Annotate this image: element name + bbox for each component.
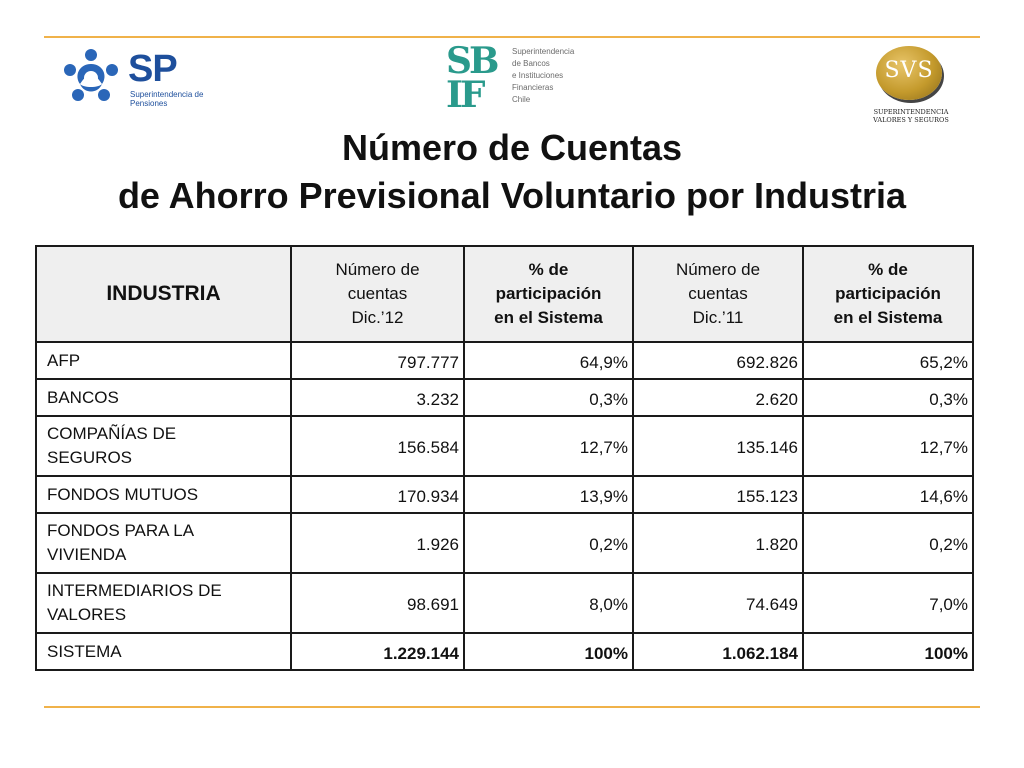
- table-header-row: INDUSTRIA Número de cuentas Dic.’12 % de…: [35, 245, 974, 343]
- table-row: AFP 797.777 64,9% 692.826 65,2%: [35, 341, 974, 380]
- sp-logo: SP Superintendencia de Pensiones: [58, 44, 218, 112]
- row-label: FONDOS PARA LA VIVIENDA: [35, 512, 292, 574]
- table-row: INTERMEDIARIOS DE VALORES 98.691 8,0% 74…: [35, 572, 974, 634]
- row-label: COMPAÑÍAS DE SEGUROS: [35, 415, 292, 477]
- cell-participacion-2012: 13,9%: [463, 475, 634, 514]
- sbif-text-line: Financieras: [512, 83, 554, 92]
- sbif-text-line: Superintendencia: [512, 47, 575, 56]
- accounts-table: INDUSTRIA Número de cuentas Dic.’12 % de…: [35, 245, 974, 671]
- sbif-text-line: e Instituciones: [512, 71, 564, 80]
- cell-cuentas-2012: 98.691: [290, 572, 465, 634]
- header-line: Número de: [675, 260, 761, 279]
- row-label-line: FONDOS MUTUOS: [47, 484, 199, 504]
- cell-participacion-2011: 100%: [802, 632, 974, 671]
- cell-participacion-2012: 64,9%: [463, 341, 634, 380]
- cell-cuentas-2012: 1.926: [290, 512, 465, 574]
- header-line: % de: [868, 260, 908, 279]
- cell-participacion-2012: 0,2%: [463, 512, 634, 574]
- svs-oval-icon: [876, 46, 942, 100]
- cell-participacion-2012: 100%: [463, 632, 634, 671]
- page-title: Número de Cuentas de Ahorro Previsional …: [0, 124, 1024, 220]
- cell-cuentas-2012: 797.777: [290, 341, 465, 380]
- sbif-mark-line2: IF: [446, 74, 485, 116]
- svs-logo-mark: SVS: [884, 58, 934, 83]
- row-label: BANCOS: [35, 378, 292, 417]
- cell-participacion-2011: 0,2%: [802, 512, 974, 574]
- sbif-text-line: de Bancos: [512, 59, 550, 68]
- svs-subtitle-line1: SUPERINTENDENCIA: [873, 108, 949, 116]
- row-label-line: BANCOS: [47, 387, 119, 407]
- sp-emblem-icon: [64, 49, 118, 101]
- cell-participacion-2012: 0,3%: [463, 378, 634, 417]
- cell-cuentas-2011: 135.146: [632, 415, 804, 477]
- cell-cuentas-2011: 155.123: [632, 475, 804, 514]
- header-cuentas-2011: Número de cuentas Dic.’11: [632, 245, 804, 343]
- cell-cuentas-2011: 74.649: [632, 572, 804, 634]
- header-line: Dic.’11: [692, 308, 744, 327]
- top-divider: [44, 36, 980, 38]
- header-participacion-2011: % de participación en el Sistema: [802, 245, 974, 343]
- cell-cuentas-2011: 2.620: [632, 378, 804, 417]
- cell-participacion-2011: 7,0%: [802, 572, 974, 634]
- svs-logo-subtitle: SUPERINTENDENCIA VALORES Y SEGUROS: [870, 108, 952, 124]
- row-label-line: SISTEMA: [47, 641, 122, 661]
- cell-cuentas-2012: 170.934: [290, 475, 465, 514]
- cell-cuentas-2011: 692.826: [632, 341, 804, 380]
- page-title-line1: Número de Cuentas: [341, 127, 683, 168]
- header-participacion-2012: % de participación en el Sistema: [463, 245, 634, 343]
- svs-logo: SVS SUPERINTENDENCIA VALORES Y SEGUROS: [870, 44, 952, 132]
- header-line: % de: [528, 260, 569, 279]
- row-label-line: INTERMEDIARIOS DE: [47, 581, 222, 600]
- header-line: en el Sistema: [833, 308, 943, 327]
- row-label-line: SEGUROS: [47, 448, 133, 467]
- header-line: participación: [835, 284, 941, 303]
- row-label-line: COMPAÑÍAS DE: [47, 424, 177, 443]
- sp-logo-subtitle: Superintendencia de Pensiones: [130, 90, 204, 108]
- row-label: AFP: [35, 341, 292, 380]
- table-total-row: SISTEMA 1.229.144 100% 1.062.184 100%: [35, 632, 974, 671]
- table-row: FONDOS MUTUOS 170.934 13,9% 155.123 14,6…: [35, 475, 974, 514]
- svs-subtitle-line2: VALORES Y SEGUROS: [873, 116, 949, 124]
- cell-cuentas-2012: 3.232: [290, 378, 465, 417]
- cell-cuentas-2012: 156.584: [290, 415, 465, 477]
- page-title-line2: de Ahorro Previsional Voluntario por Ind…: [117, 175, 907, 216]
- row-label: INTERMEDIARIOS DE VALORES: [35, 572, 292, 634]
- cell-participacion-2011: 14,6%: [802, 475, 974, 514]
- header-cuentas-2012: Número de cuentas Dic.’12: [290, 245, 465, 343]
- sbif-logo-mark: SB IF: [446, 40, 508, 118]
- cell-participacion-2011: 12,7%: [802, 415, 974, 477]
- row-label: SISTEMA: [35, 632, 292, 671]
- bottom-divider: [44, 706, 980, 708]
- header-line: Número de: [335, 260, 420, 279]
- header-line: Dic.’12: [351, 308, 404, 327]
- row-label: FONDOS MUTUOS: [35, 475, 292, 514]
- header-line: cuentas: [347, 284, 408, 303]
- sbif-text-line: Chile: [512, 95, 531, 104]
- cell-participacion-2011: 65,2%: [802, 341, 974, 380]
- row-label-line: VALORES: [47, 605, 127, 624]
- table-row: FONDOS PARA LA VIVIENDA 1.926 0,2% 1.820…: [35, 512, 974, 574]
- row-label-line: AFP: [47, 350, 81, 370]
- table-row: BANCOS 3.232 0,3% 2.620 0,3%: [35, 378, 974, 417]
- row-label-line: VIVIENDA: [47, 545, 127, 564]
- cell-participacion-2011: 0,3%: [802, 378, 974, 417]
- header-line: cuentas: [688, 284, 748, 303]
- sbif-logo-text: Superintendencia de Bancos e Institucion…: [512, 46, 586, 106]
- row-label-line: FONDOS PARA LA: [47, 521, 195, 540]
- sbif-mark-line1: SB: [446, 40, 499, 82]
- cell-cuentas-2012: 1.229.144: [290, 632, 465, 671]
- header-industria: INDUSTRIA: [35, 245, 292, 343]
- header-line: participación: [495, 284, 602, 303]
- cell-cuentas-2011: 1.062.184: [632, 632, 804, 671]
- table-row: COMPAÑÍAS DE SEGUROS 156.584 12,7% 135.1…: [35, 415, 974, 477]
- cell-participacion-2012: 12,7%: [463, 415, 634, 477]
- cell-participacion-2012: 8,0%: [463, 572, 634, 634]
- cell-cuentas-2011: 1.820: [632, 512, 804, 574]
- header-line: en el Sistema: [494, 308, 603, 327]
- sbif-logo: SB IF Superintendencia de Bancos e Insti…: [446, 40, 586, 120]
- sp-logo-mark: SP: [128, 48, 178, 90]
